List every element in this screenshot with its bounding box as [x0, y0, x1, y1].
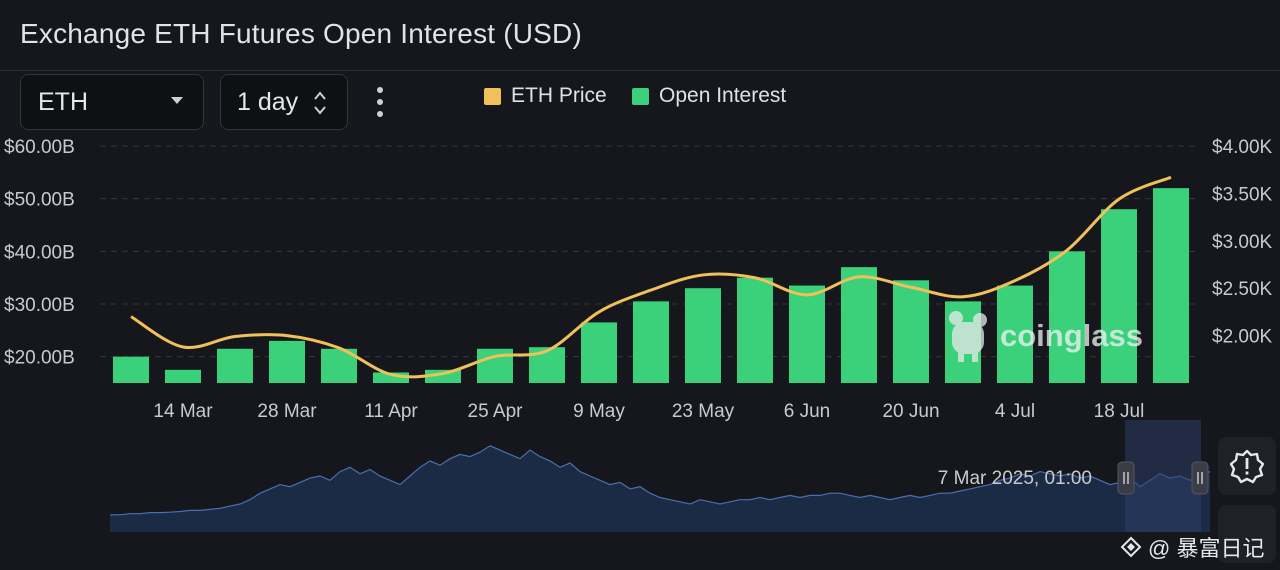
- legend-swatch-open-interest: [632, 87, 649, 105]
- navigator-handle: [1191, 461, 1209, 495]
- y-left-tick-label: $40.00B: [4, 242, 75, 263]
- legend-swatch-eth-price: [484, 87, 501, 105]
- x-tick-label: 11 Apr: [364, 401, 418, 422]
- watermark-text: coinglass: [1000, 318, 1143, 353]
- bar: [1153, 188, 1189, 383]
- legend-label-eth-price: ETH Price: [511, 84, 607, 107]
- alert-badge-icon: [1229, 449, 1265, 484]
- bar: [789, 285, 825, 383]
- bar: [737, 277, 773, 383]
- period-select[interactable]: 1 day: [220, 74, 348, 130]
- alert-button[interactable]: [1218, 437, 1276, 495]
- x-tick-label: 18 Jul: [1094, 401, 1145, 422]
- navigator-handle: [1117, 461, 1135, 495]
- diamond-logo-icon: [1120, 536, 1142, 558]
- bar: [841, 267, 877, 383]
- price-line: [130, 175, 1172, 379]
- navigator-line: [110, 445, 1211, 516]
- y-left-tick-label: $50.00B: [4, 190, 75, 211]
- page-title: Exchange ETH Futures Open Interest (USD): [20, 18, 582, 49]
- bar: [269, 340, 305, 383]
- navigator-handle-body: [1191, 461, 1209, 495]
- period-select-value: 1 day: [237, 87, 299, 116]
- bar: [685, 288, 721, 383]
- credit-watermark: @ 暴富日记: [1120, 531, 1264, 563]
- x-tick-label: 9 May: [573, 401, 625, 422]
- legend-label-open-interest: Open Interest: [659, 84, 787, 107]
- bar: [997, 285, 1033, 383]
- bar: [373, 372, 409, 383]
- x-tick-label: 6 Jun: [784, 401, 830, 422]
- bar: [529, 347, 565, 383]
- navigator-area: [110, 445, 1210, 532]
- bar: [165, 369, 201, 383]
- legend-item-eth-price[interactable]: ETH Price: [484, 84, 607, 108]
- bar: [581, 322, 617, 383]
- credit-text: @ 暴富日记: [1148, 536, 1265, 561]
- bar: [1049, 251, 1085, 383]
- open-interest-chart: $20.00B $30.00B $40.00B $50.00B $60.00B $2.00…: [4, 137, 1273, 532]
- y-right-tick-label: $2.00K: [1212, 327, 1273, 348]
- y-right-tick-label: $3.00K: [1212, 232, 1273, 253]
- x-tick-label: 25 Apr: [468, 401, 524, 422]
- coinglass-logo-icon: [949, 311, 987, 362]
- y-left-tick-label: $20.00B: [4, 348, 75, 369]
- bar: [1101, 209, 1137, 383]
- y-right-tick-label: $2.50K: [1212, 279, 1273, 300]
- y-right-tick-label: $4.00K: [1212, 137, 1273, 158]
- navigator-selection: [1125, 420, 1201, 532]
- bar: [217, 348, 253, 383]
- bar: [633, 301, 669, 383]
- y-left-tick-label: $60.00B: [4, 137, 75, 158]
- legend-item-open-interest[interactable]: Open Interest: [632, 84, 786, 108]
- x-tick-label: 4 Jul: [995, 401, 1035, 422]
- coin-select-value: ETH: [38, 87, 88, 116]
- more-options-icon[interactable]: [372, 86, 388, 120]
- x-tick-label: 20 Jun: [882, 401, 939, 422]
- x-tick-label: 28 Mar: [257, 401, 317, 422]
- bar: [893, 280, 929, 383]
- y-right-tick-label: $3.50K: [1212, 184, 1273, 205]
- bar: [425, 369, 461, 383]
- x-tick-label: 23 May: [672, 401, 735, 422]
- secondary-tool-button[interactable]: [1218, 505, 1276, 563]
- x-tick-label: 14 Mar: [153, 401, 213, 422]
- caret-down-icon: [171, 97, 183, 104]
- header-divider: [0, 70, 1280, 71]
- y-left-tick-label: $30.00B: [4, 295, 75, 316]
- coin-select[interactable]: ETH: [20, 74, 204, 130]
- up-down-arrow-icon: [314, 91, 326, 115]
- navigator-handle-body: [1117, 461, 1135, 495]
- bar: [113, 356, 149, 383]
- navigator-date-label: 7 Mar 2025, 01:00: [938, 468, 1092, 489]
